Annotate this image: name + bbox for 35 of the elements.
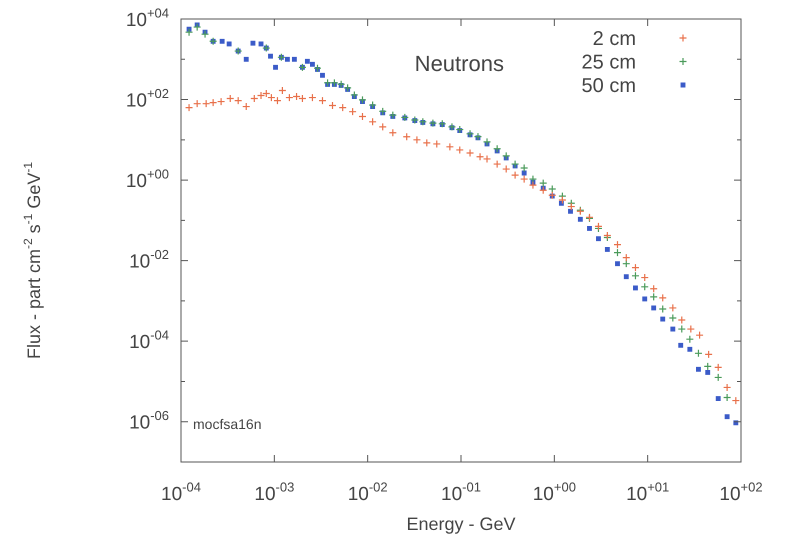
point — [493, 144, 502, 153]
point — [668, 314, 677, 322]
point — [448, 122, 456, 131]
point — [474, 132, 482, 141]
point — [511, 160, 520, 168]
point — [723, 393, 732, 402]
annotation: mocfsa16n — [193, 416, 262, 432]
point — [502, 152, 510, 160]
legend-label: 25 cm — [582, 52, 636, 74]
text: Neutrons — [414, 51, 504, 76]
point — [650, 292, 658, 301]
legend-label: 2 cm — [592, 28, 636, 50]
point — [714, 373, 722, 382]
point — [539, 179, 548, 188]
point — [622, 260, 630, 268]
point — [418, 118, 427, 126]
point — [694, 349, 703, 358]
point — [631, 272, 640, 280]
point — [640, 282, 649, 291]
point — [548, 184, 556, 194]
y-axis-title: Flux - part cm-2 s-1 GeV-1 — [20, 162, 44, 360]
point — [456, 125, 464, 134]
point — [438, 120, 446, 128]
point — [704, 362, 712, 370]
point — [658, 304, 667, 314]
point — [528, 174, 538, 184]
point — [678, 324, 686, 334]
point — [686, 335, 694, 344]
x-axis-title: Energy - GeV — [406, 514, 516, 534]
point — [410, 116, 419, 124]
point — [520, 164, 528, 172]
legend-label: 50 cm — [582, 75, 636, 97]
point — [466, 130, 474, 138]
point — [482, 138, 492, 146]
point — [613, 248, 622, 257]
